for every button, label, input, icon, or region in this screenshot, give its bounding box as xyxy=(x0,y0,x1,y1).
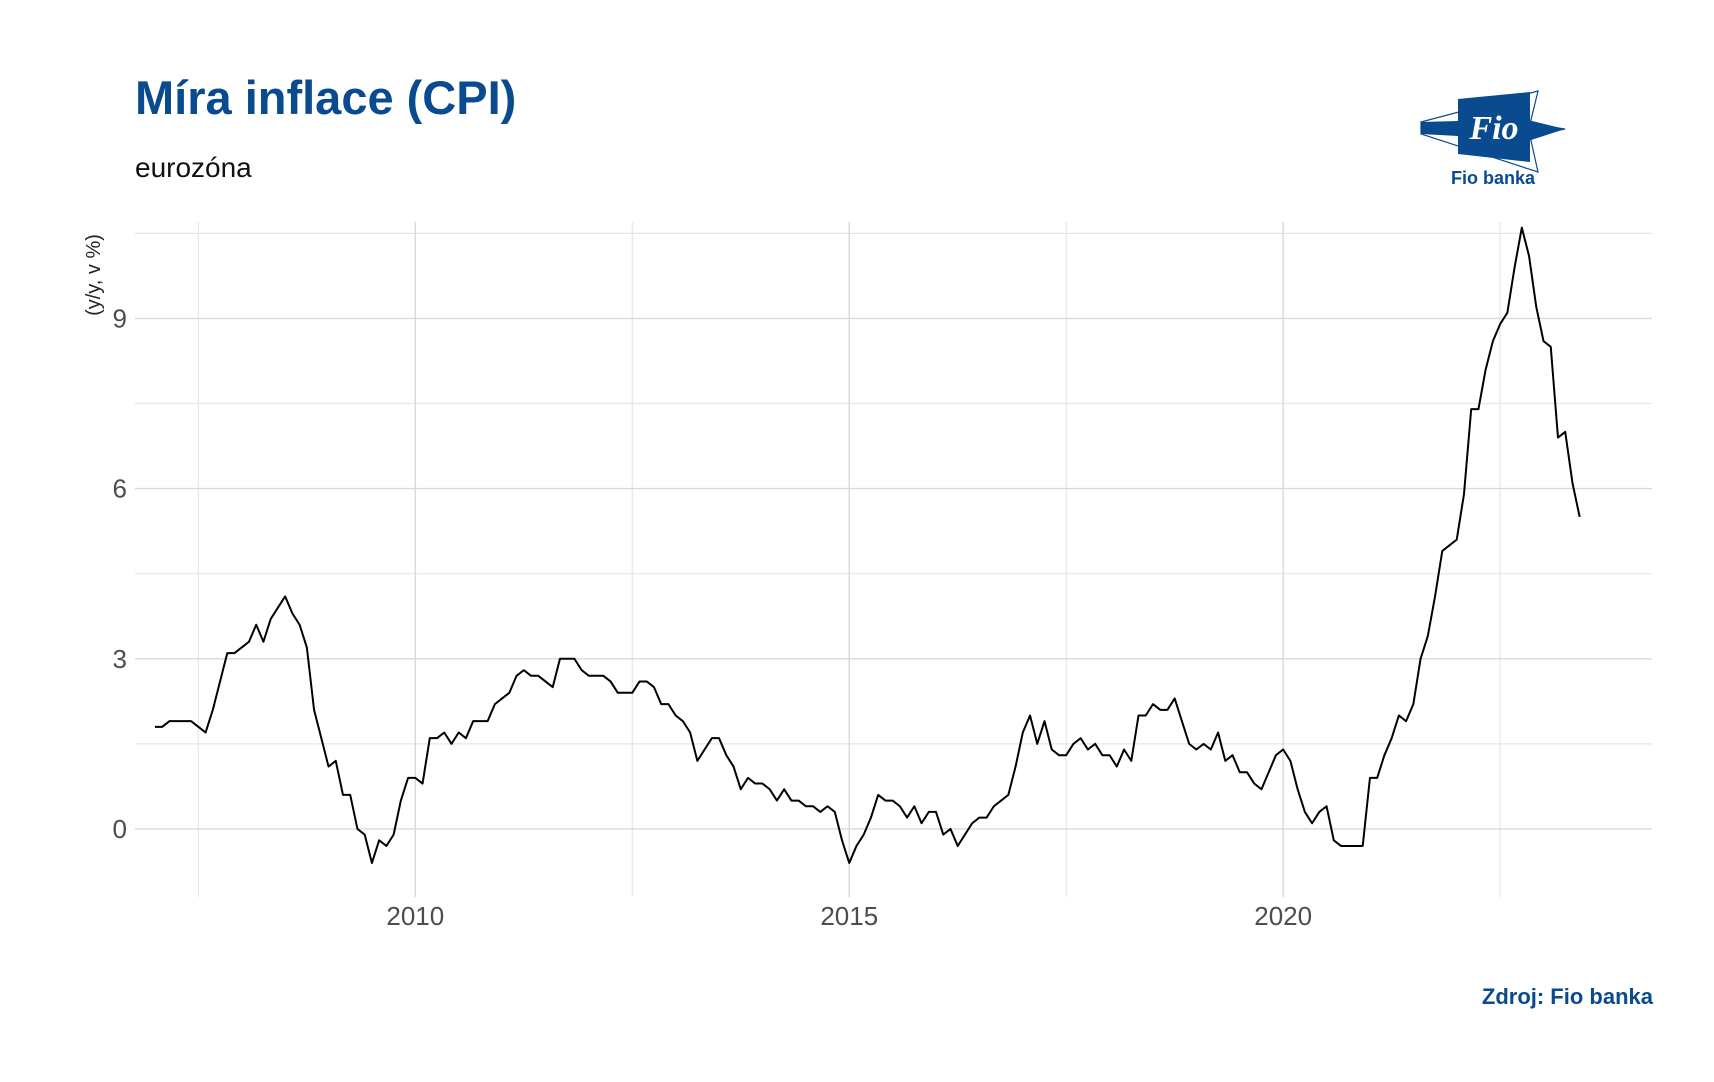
x-tick-label: 2015 xyxy=(820,901,878,931)
series-layer xyxy=(154,226,1581,864)
y-tick-label: 0 xyxy=(113,814,127,844)
x-tick-label: 2020 xyxy=(1254,901,1312,931)
logo-flag-left xyxy=(1421,121,1458,136)
chart-subtitle: eurozóna xyxy=(135,152,252,183)
y-axis-title: (y/y, v %) xyxy=(83,234,105,316)
logo-caption: Fio banka xyxy=(1450,168,1535,188)
y-tick-label: 6 xyxy=(113,474,127,504)
y-tick-label: 9 xyxy=(113,303,127,333)
source-note: Zdroj: Fio banka xyxy=(1481,984,1653,1009)
grid-major xyxy=(135,222,1652,897)
inflation-series-line xyxy=(154,226,1581,864)
y-tick-label: 3 xyxy=(113,644,127,674)
grid-minor xyxy=(135,222,1652,897)
logo-mark-text: Fio xyxy=(1468,110,1518,147)
logo-flag-right xyxy=(1528,120,1565,141)
logo-flag-center xyxy=(1458,92,1530,162)
chart-title: Míra inflace (CPI) xyxy=(135,71,517,124)
fio-logo-icon: Fio xyxy=(1420,90,1566,173)
x-tick-label: 2010 xyxy=(386,901,444,931)
tick-layer: 2010 2015 2020 0 3 6 9 xyxy=(113,303,1313,931)
